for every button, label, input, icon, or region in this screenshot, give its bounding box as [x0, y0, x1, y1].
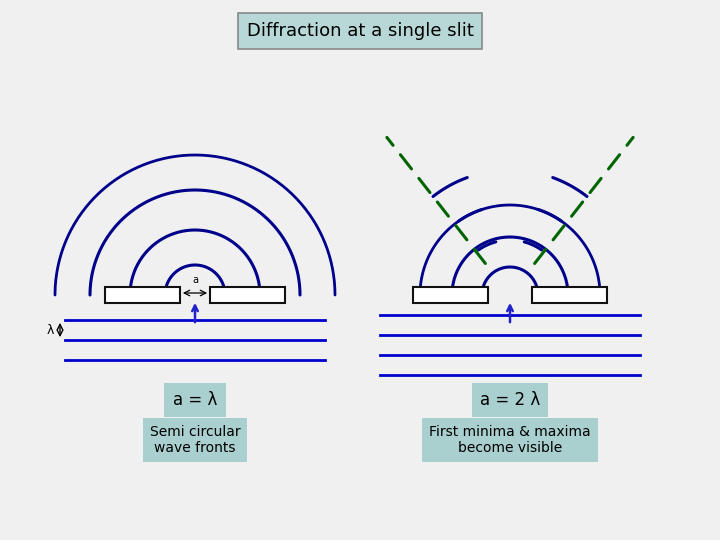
- Text: a = 2 λ: a = 2 λ: [480, 391, 540, 409]
- Bar: [105, 287, 180, 303]
- Bar: [413, 287, 488, 303]
- Text: Diffraction at a single slit: Diffraction at a single slit: [246, 22, 474, 40]
- Text: First minima & maxima
become visible: First minima & maxima become visible: [429, 425, 591, 455]
- Bar: [532, 287, 607, 303]
- Text: λ: λ: [47, 323, 54, 336]
- Text: a: a: [192, 275, 198, 285]
- Text: a = λ: a = λ: [173, 391, 217, 409]
- Bar: [210, 287, 285, 303]
- Text: Semi circular
wave fronts: Semi circular wave fronts: [150, 425, 240, 455]
